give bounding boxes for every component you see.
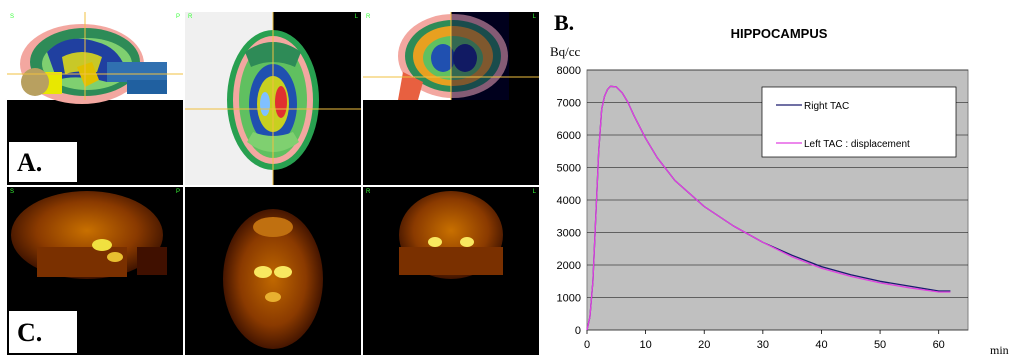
figure-label-c: C. [8, 310, 78, 354]
y-tick-label: 8000 [557, 65, 581, 77]
tick-labels: 0 1000 2000 3000 4000 5000 6000 7000 8000 0 10 20 30… [557, 65, 945, 351]
orientation-marker-right: L [532, 189, 536, 195]
mri-coronal-panel: R L [363, 12, 539, 185]
orientation-marker-left: R [366, 14, 371, 20]
orientation-marker-right: L [354, 14, 358, 20]
x-axis-label: min [990, 343, 1009, 356]
orientation-marker-right: P [175, 14, 180, 20]
legend: Right TAC Left TAC : displacement [761, 86, 957, 158]
pet-coronal-panel: R L [363, 187, 539, 355]
pet-axial-image [223, 209, 323, 349]
mri-sagittal-panel: S P [7, 12, 183, 185]
series-line-left-tac [586, 85, 951, 331]
legend-box [761, 86, 957, 158]
legend-label-left-tac: Left TAC : displacement [804, 139, 910, 150]
x-tick-label: 60 [933, 339, 945, 351]
y-tick-label: 3000 [557, 228, 581, 240]
orientation-marker-left: R [366, 189, 371, 195]
y-tick-label: 5000 [557, 163, 581, 175]
y-tick-label: 4000 [557, 195, 581, 207]
pet-axial-panel [185, 187, 361, 355]
x-tick-label: 20 [698, 339, 710, 351]
chart-title: HIPPOCAMPUS [731, 26, 828, 41]
x-tick-label: 40 [815, 339, 827, 351]
y-tick-label: 0 [575, 325, 581, 337]
x-tick-label: 10 [639, 339, 651, 351]
pet-coronal-image [399, 191, 503, 279]
figure-label-a: A. [8, 141, 78, 183]
y-tick-label: 7000 [557, 98, 581, 110]
orientation-marker-right: P [175, 189, 180, 195]
x-tick-label: 0 [584, 339, 590, 351]
orientation-marker-left: S [10, 189, 15, 195]
figure-label-b: B. [554, 10, 574, 35]
orientation-marker-left: R [188, 14, 193, 20]
y-tick-label: 1000 [557, 293, 581, 305]
tac-chart-svg: B. HIPPOCAMPUS Bq/cc min 0 1000 2000 3000 40… [550, 10, 1009, 356]
mri-axial-image [185, 12, 361, 185]
y-axis-label: Bq/cc [550, 44, 581, 59]
x-tick-label: 50 [874, 339, 886, 351]
mri-coronal-image [363, 12, 539, 100]
x-tick-label: 30 [757, 339, 769, 351]
y-tick-label: 2000 [557, 260, 581, 272]
tac-chart: B. HIPPOCAMPUS Bq/cc min 0 1000 2000 3000 40… [540, 0, 1018, 356]
pet-sagittal-panel: S P [7, 187, 183, 355]
legend-label-right-tac: Right TAC [804, 101, 849, 112]
mri-axial-panel: R L [185, 12, 361, 185]
mri-sagittal-image [7, 12, 183, 104]
y-tick-label: 6000 [557, 130, 581, 142]
orientation-marker-right: L [532, 14, 536, 20]
pet-sagittal-image [11, 191, 167, 279]
orientation-marker-left: S [10, 14, 15, 20]
data-series [586, 85, 951, 331]
